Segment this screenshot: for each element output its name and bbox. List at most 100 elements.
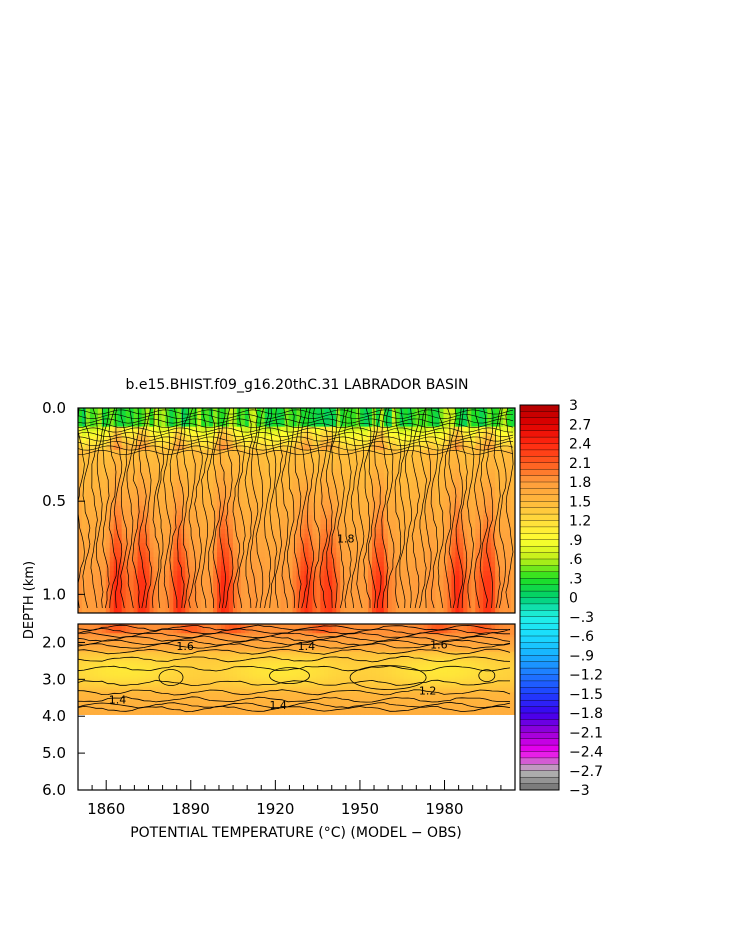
colorbar-segment [519, 533, 560, 541]
y-tick-label: 2.0 [42, 633, 66, 651]
colorbar-segment [519, 635, 560, 643]
y-tick-label: 4.0 [42, 707, 66, 725]
colorbar-label: −.6 [569, 629, 594, 645]
colorbar-label: 2.1 [569, 456, 591, 472]
contour-label: 1.2 [419, 684, 437, 697]
colorbar-segment [519, 507, 560, 515]
colorbar-segment [519, 706, 560, 714]
colorbar-segment [519, 411, 560, 419]
y-tick-label: 6.0 [42, 781, 66, 799]
lower-heatmap [78, 624, 515, 715]
colorbar-segment [519, 520, 560, 528]
colorbar-segment [519, 770, 560, 778]
colorbar-label: .6 [569, 552, 582, 568]
colorbar-segment [519, 725, 560, 733]
contour-label: 1.4 [269, 699, 287, 712]
y-tick-label: 3.0 [42, 670, 66, 688]
colorbar-segment [519, 680, 560, 688]
contour-label: 1.4 [109, 694, 127, 707]
y-tick-label: 5.0 [42, 744, 66, 762]
colorbar-segment [519, 590, 560, 598]
y-axis: 0.0 0.5 1.0 2.0 3.0 4.0 5.0 6.0 [42, 399, 85, 799]
colorbar-segment [519, 783, 560, 791]
y-tick-label: 0.5 [42, 492, 66, 510]
colorbar-segment [519, 648, 560, 656]
colorbar-segment [519, 404, 560, 412]
colorbar-frame [519, 404, 560, 791]
colorbar-segment [519, 488, 560, 496]
colorbar-segment [519, 436, 560, 444]
x-axis-label: POTENTIAL TEMPERATURE (°C) (MODEL − OBS) [130, 825, 462, 841]
upper-panel-frame [77, 407, 516, 614]
colorbar-label: .3 [569, 571, 582, 587]
upper-contour-lines [78, 408, 514, 609]
colorbar-segment [519, 571, 560, 579]
y-axis-label: DEPTH (km) [22, 561, 37, 639]
colorbar-segment [519, 578, 560, 586]
colorbar-segment [519, 468, 560, 477]
colorbar-segment [519, 545, 560, 554]
colorbar-segment [519, 616, 560, 624]
colorbar-label: −2.4 [569, 745, 603, 761]
colorbar-label: −3 [569, 783, 590, 799]
colorbar-segment [519, 610, 560, 618]
y-tick-label: 0.0 [42, 399, 66, 417]
contour-label: 1.6 [430, 638, 448, 651]
x-tick-label: 1920 [256, 800, 294, 818]
colorbar-segment [519, 584, 560, 592]
x-axis: 1860 1890 1920 1950 1980 [87, 780, 502, 818]
y-tick-label: 1.0 [42, 585, 66, 603]
colorbar-segment [519, 776, 560, 785]
colorbar-segment [519, 417, 560, 425]
colorbar-segment [519, 642, 560, 650]
colorbar-segment [519, 667, 560, 675]
colorbar-segment [519, 693, 560, 701]
colorbar-segment [519, 501, 560, 509]
contour-label: 1.8 [337, 533, 355, 546]
lower-contour-lines [78, 624, 511, 713]
colorbar-segment [519, 424, 560, 432]
colorbar-segment [519, 449, 560, 457]
colorbar-segment [519, 674, 560, 682]
x-tick-label: 1890 [172, 800, 210, 818]
colorbar-segment [519, 552, 560, 560]
contour-labels: 1.4 1.4 1.2 1.4 1.6 1.6 1.8 [109, 533, 448, 713]
colorbar-label: 1.5 [569, 494, 591, 510]
colorbar-label: −2.1 [569, 725, 603, 741]
contour-label: 1.4 [298, 640, 316, 653]
colorbar-segment [519, 757, 560, 765]
colorbar-segment [519, 699, 560, 708]
colorbar-label: 0 [569, 591, 578, 607]
colorbar-segment [519, 513, 560, 521]
colorbar-segment [519, 558, 560, 566]
colorbar-segment [519, 738, 560, 746]
colorbar-label: −1.8 [569, 706, 603, 722]
lower-panel-frame [77, 623, 516, 791]
lower-panel [77, 623, 516, 791]
colorbar-segment [519, 430, 560, 438]
colorbar-label: −1.2 [569, 668, 603, 684]
colorbar-segment [519, 764, 560, 772]
colorbar-label: .9 [569, 533, 582, 549]
contour-label: 1.6 [176, 640, 194, 653]
colorbar-segment [519, 526, 560, 534]
colorbar-label: −2.7 [569, 764, 603, 780]
colorbar-segment [519, 462, 560, 470]
colorbar-label: 1.2 [569, 514, 591, 530]
colorbar-label: 3 [569, 398, 578, 414]
colorbar-segment [519, 629, 560, 637]
colorbar-segment [519, 475, 560, 483]
colorbar-segment [519, 751, 560, 759]
upper-panel [77, 407, 516, 614]
colorbar-label: −.9 [569, 648, 594, 664]
colorbar-segment [519, 443, 560, 451]
colorbar-segment [519, 687, 560, 695]
colorbar-segment [519, 655, 560, 663]
colorbar: 3 2.7 2.4 2.1 1.8 1.5 1.2 .9 .6 .3 0 −.3 −.6 −.9 −1.2 −… [519, 398, 603, 799]
colorbar-segment [519, 481, 560, 489]
chart-title: b.e15.BHIST.f09_g16.20thC.31 LABRADOR BA… [126, 377, 469, 393]
colorbar-segment [519, 719, 560, 727]
colorbar-label: 2.4 [569, 437, 591, 453]
colorbar-label: 1.8 [569, 475, 591, 491]
